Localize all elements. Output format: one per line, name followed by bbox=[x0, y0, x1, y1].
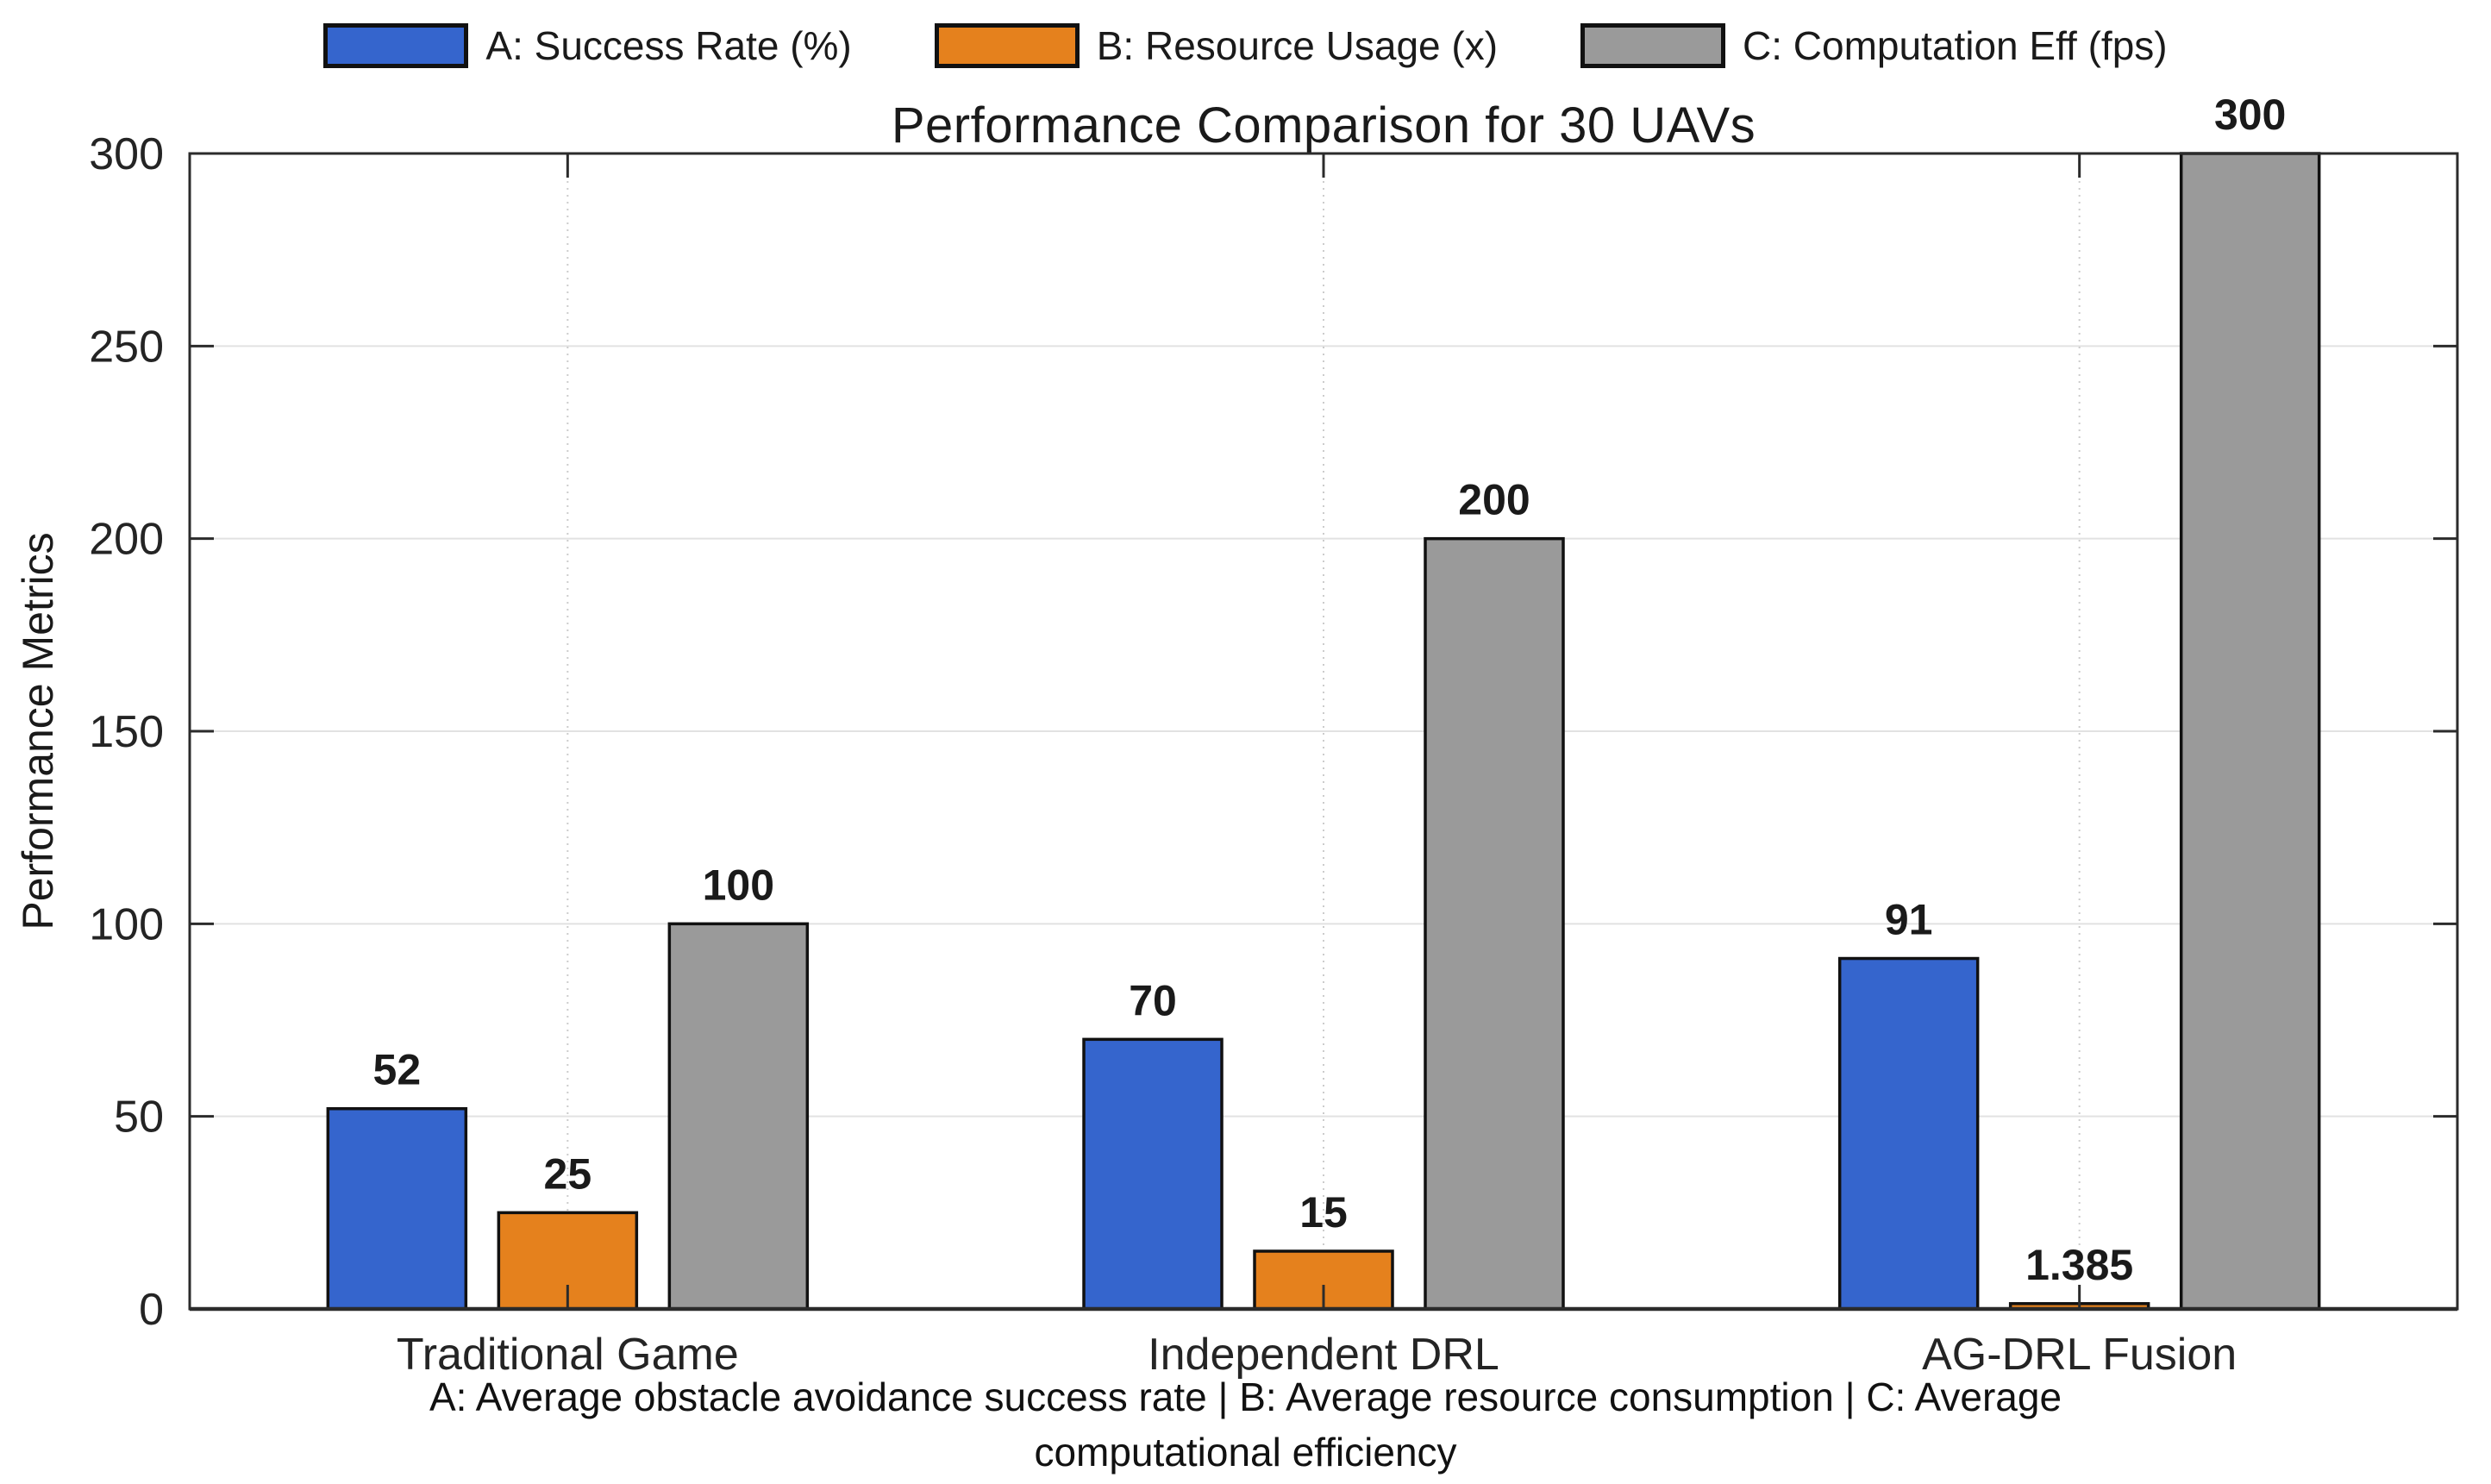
x-category-label: Traditional Game bbox=[397, 1330, 739, 1380]
legend-label: C: Computation Eff (fps) bbox=[1743, 23, 2168, 68]
chart-legend: A: Success Rate (%) B: Resource Usage (x)… bbox=[0, 22, 2491, 69]
bar bbox=[2179, 152, 2321, 1311]
legend-swatch bbox=[1580, 23, 1726, 68]
legend-item: B: Resource Usage (x) bbox=[934, 22, 1499, 69]
bar-value-label: 300 bbox=[2214, 91, 2286, 139]
y-tick-label: 50 bbox=[114, 1093, 164, 1143]
x-category-label: AG-DRL Fusion bbox=[1922, 1330, 2237, 1380]
bar-value-label: 200 bbox=[1458, 476, 1530, 524]
bar bbox=[1082, 1037, 1224, 1311]
y-tick-label: 150 bbox=[89, 707, 164, 757]
legend-item: C: Computation Eff (fps) bbox=[1580, 22, 2168, 69]
y-tick-label: 200 bbox=[89, 515, 164, 565]
legend-label: B: Resource Usage (x) bbox=[1096, 23, 1499, 68]
bar-value-label: 25 bbox=[544, 1149, 592, 1198]
y-tick-label: 0 bbox=[139, 1285, 164, 1335]
bar bbox=[1424, 536, 1565, 1311]
legend-label: A: Success Rate (%) bbox=[485, 23, 852, 68]
legend-item: A: Success Rate (%) bbox=[323, 22, 852, 69]
bar bbox=[497, 1211, 639, 1311]
axis-footnote: A: Average obstacle avoidance success ra… bbox=[0, 1369, 2491, 1481]
bar bbox=[1837, 956, 1980, 1311]
x-category-label: Independent DRL bbox=[1148, 1330, 1499, 1380]
bar-value-label: 15 bbox=[1299, 1188, 1348, 1237]
axis-footnote-text: A: Average obstacle avoidance success ra… bbox=[429, 1374, 2062, 1475]
bar-value-label: 52 bbox=[373, 1046, 422, 1094]
bar-value-label: 91 bbox=[1885, 896, 1933, 944]
y-tick-label: 300 bbox=[89, 129, 164, 179]
y-tick-label: 250 bbox=[89, 322, 164, 372]
legend-swatch bbox=[323, 23, 469, 68]
bar-value-label: 70 bbox=[1129, 976, 1177, 1024]
legend-swatch bbox=[934, 23, 1080, 68]
bar bbox=[667, 922, 810, 1311]
chart-title: Performance Comparison for 30 UAVs bbox=[891, 97, 1756, 153]
bar-value-label: 1.385 bbox=[2025, 1241, 2133, 1289]
y-tick-label: 100 bbox=[89, 899, 164, 949]
bar bbox=[326, 1106, 468, 1311]
bar-value-label: 100 bbox=[703, 861, 774, 909]
